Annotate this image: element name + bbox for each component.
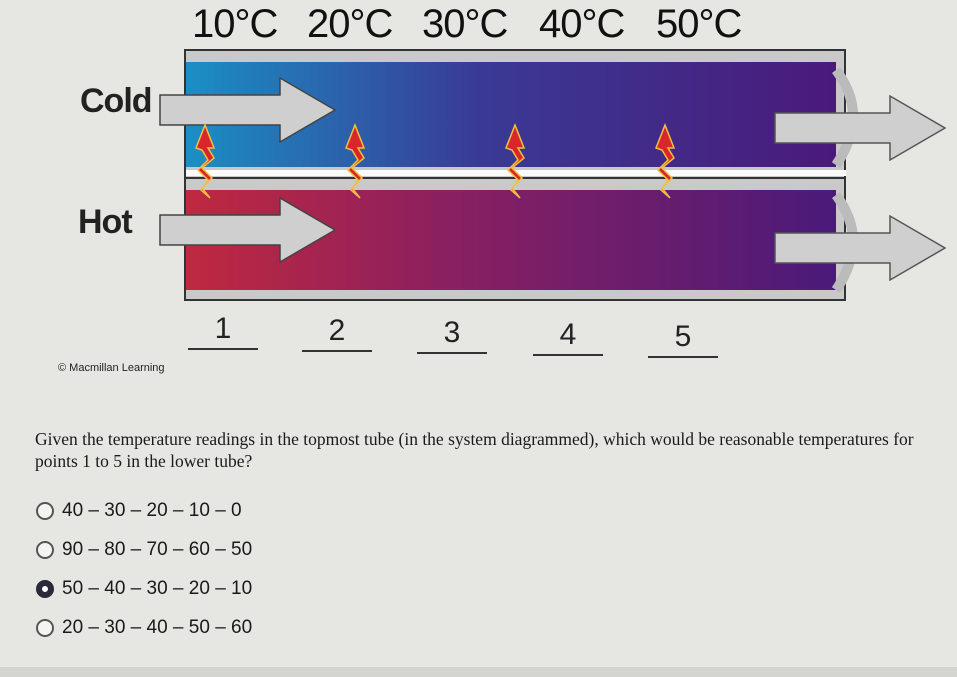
cold-inlet-arrow [159,76,337,144]
hot-inlet-arrow [159,196,337,264]
hot-label: Hot [78,203,133,241]
temperature-label: 40°C [539,2,625,46]
answer-option-label: 20 – 30 – 40 – 50 – 60 [62,617,253,638]
radio-button[interactable] [36,541,54,559]
heat-transfer-arrow-icon [345,122,366,199]
cold-outlet-arrow [774,94,947,162]
temperature-label: 20°C [307,2,393,46]
answer-option[interactable]: 50 – 40 – 30 – 20 – 10 [36,578,252,600]
temperature-label: 30°C [422,2,508,46]
heat-exchanger-diagram [159,49,947,301]
temperature-label: 50°C [656,2,742,46]
cold-label: Cold [80,82,153,120]
answer-option[interactable]: 40 – 30 – 20 – 10 – 0 [36,500,242,522]
question-text: Given the temperature readings in the to… [35,429,914,471]
temperature-label: 10°C [192,2,278,46]
point-label-4: 4 [533,318,603,356]
bottom-bar [0,667,957,677]
heat-transfer-arrow-icon [505,122,526,199]
radio-button[interactable] [36,502,54,520]
answer-option[interactable]: 90 – 80 – 70 – 60 – 50 [36,539,252,561]
radio-button[interactable] [36,619,54,637]
point-label-3: 3 [417,316,487,354]
point-label-2: 2 [302,314,372,352]
point-label-5: 5 [648,320,718,358]
answer-option-label: 40 – 30 – 20 – 10 – 0 [62,500,242,521]
answer-option[interactable]: 20 – 30 – 40 – 50 – 60 [36,617,252,639]
copyright-credit: © Macmillan Learning [58,362,165,374]
heat-transfer-arrow-icon [195,122,216,199]
heat-transfer-arrow-icon [655,122,676,199]
hot-outlet-arrow [774,214,947,282]
answer-option-label: 90 – 80 – 70 – 60 – 50 [62,539,253,560]
radio-button[interactable] [36,580,54,598]
point-label-1: 1 [188,312,258,350]
answer-option-label: 50 – 40 – 30 – 20 – 10 [62,578,253,599]
